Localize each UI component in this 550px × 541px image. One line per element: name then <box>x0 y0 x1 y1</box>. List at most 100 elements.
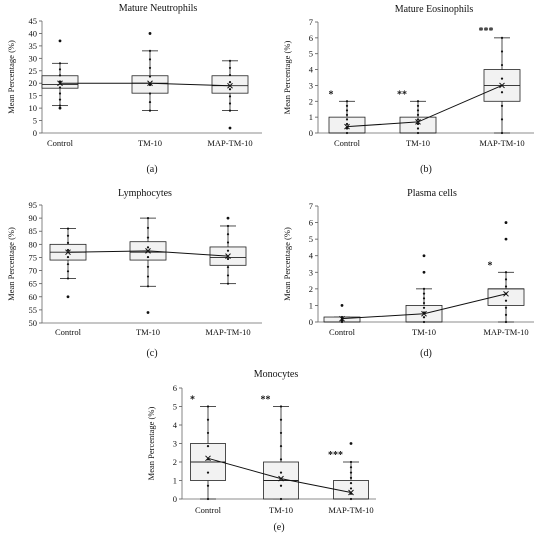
outlier-point <box>340 304 344 307</box>
y-tick-label: 2 <box>309 284 313 294</box>
significance-marker: *** <box>328 450 343 461</box>
data-point <box>504 285 508 288</box>
x-tick-label: TM-10 <box>406 138 430 148</box>
x-tick-label: MAP-TM-10 <box>328 505 373 515</box>
data-point <box>504 278 508 281</box>
data-point <box>279 418 283 421</box>
box-map-tm-10 <box>211 59 249 130</box>
data-point <box>66 234 70 237</box>
y-tick-label: 70 <box>29 266 38 276</box>
y-tick-label: 6 <box>173 383 177 393</box>
data-point <box>146 217 150 220</box>
y-tick-label: 7 <box>309 17 313 27</box>
data-point <box>349 466 353 469</box>
data-point <box>148 100 152 104</box>
data-point <box>146 226 150 229</box>
y-tick-label: 30 <box>29 53 38 63</box>
x-tick-label: Control <box>329 327 356 337</box>
y-tick-label: 40 <box>29 28 38 38</box>
box-control <box>49 227 87 299</box>
y-tick-label: 15 <box>29 91 38 101</box>
data-point <box>279 458 283 461</box>
y-tick-label: 75 <box>29 252 38 262</box>
data-point <box>279 445 283 448</box>
outlier-point <box>422 254 426 258</box>
data-point <box>416 122 420 126</box>
data-point <box>146 265 150 268</box>
x-tick-label: TM-10 <box>269 505 293 515</box>
y-tick-label: 55 <box>29 305 38 315</box>
chart-panel-5: Monocytes 0 1 2 3 4 5 6 Mean Percentage (%) Contr… <box>146 369 376 533</box>
y-tick-label: 3 <box>173 439 177 449</box>
outlier-point <box>422 270 426 274</box>
data-point <box>279 471 283 474</box>
y-tick-label: 3 <box>309 267 313 277</box>
panel-label: (b) <box>420 164 432 175</box>
y-tick-label: 5 <box>309 49 313 59</box>
y-tick-label: 20 <box>29 78 38 88</box>
data-point <box>226 266 230 269</box>
y-axis-label: Mean Percentage (%) <box>6 227 16 301</box>
box-tm-10 <box>131 32 169 112</box>
data-point <box>226 224 230 228</box>
y-tick-label: 6 <box>309 218 313 228</box>
data-point <box>206 497 210 501</box>
x-tick-label: Control <box>334 138 361 148</box>
chart-title: Mature Neutrophils <box>119 3 198 14</box>
significance-marker: * <box>488 260 493 271</box>
data-point <box>226 282 230 285</box>
data-point <box>422 292 426 295</box>
data-point <box>279 431 283 435</box>
y-tick-label: 1 <box>309 112 313 122</box>
data-point <box>345 113 349 116</box>
data-point <box>416 104 420 107</box>
data-point <box>422 320 426 324</box>
significance-marker: ** <box>397 89 407 100</box>
data-point <box>206 471 210 474</box>
data-point <box>58 68 62 71</box>
x-tick-label: Control <box>55 327 82 337</box>
data-point <box>148 92 152 95</box>
data-point <box>148 58 152 61</box>
y-tick-label: 1 <box>309 300 313 310</box>
data-point <box>228 73 232 77</box>
x-tick-label: TM-10 <box>138 138 162 148</box>
data-point <box>279 484 283 487</box>
chart-panel-1: Mature Neutrophils 0 5 10 15 20 25 30 35 40 45 Mean… <box>6 3 262 175</box>
x-tick-label: Control <box>195 505 222 515</box>
data-point <box>148 109 152 112</box>
data-point <box>422 287 426 290</box>
y-tick-label: 1 <box>173 476 177 486</box>
x-tick-label: MAP-TM-10 <box>207 138 252 148</box>
data-point <box>279 405 283 408</box>
box-tm-10: ** <box>397 89 437 135</box>
outlier-point <box>228 126 232 130</box>
box-iqr <box>211 75 249 94</box>
y-tick-label: 4 <box>309 251 314 261</box>
data-point <box>345 104 349 107</box>
y-axis-label: Mean Percentage (%) <box>6 40 16 114</box>
y-axis-label: Mean Percentage (%) <box>146 407 156 481</box>
outlier-point <box>146 311 150 314</box>
y-tick-label: 5 <box>173 402 177 412</box>
significance-marker: ** <box>261 395 271 406</box>
significance-marker: * <box>190 395 195 406</box>
data-point <box>422 297 426 300</box>
data-point <box>58 98 62 101</box>
mean-trend-line <box>207 457 352 494</box>
data-point <box>416 109 420 112</box>
data-point <box>66 263 70 266</box>
data-point <box>416 113 420 116</box>
data-point <box>349 487 353 490</box>
x-tick-label: Control <box>47 138 74 148</box>
data-point <box>226 233 230 236</box>
box-tm-10 <box>129 217 167 314</box>
y-tick-label: 80 <box>29 239 38 249</box>
data-point <box>148 49 152 52</box>
chart-title: Mature Eosinophils <box>395 4 474 15</box>
data-point <box>146 246 150 249</box>
data-point <box>500 91 504 94</box>
x-tick-label: TM-10 <box>412 327 436 337</box>
data-point <box>416 131 420 135</box>
data-point <box>206 445 210 448</box>
